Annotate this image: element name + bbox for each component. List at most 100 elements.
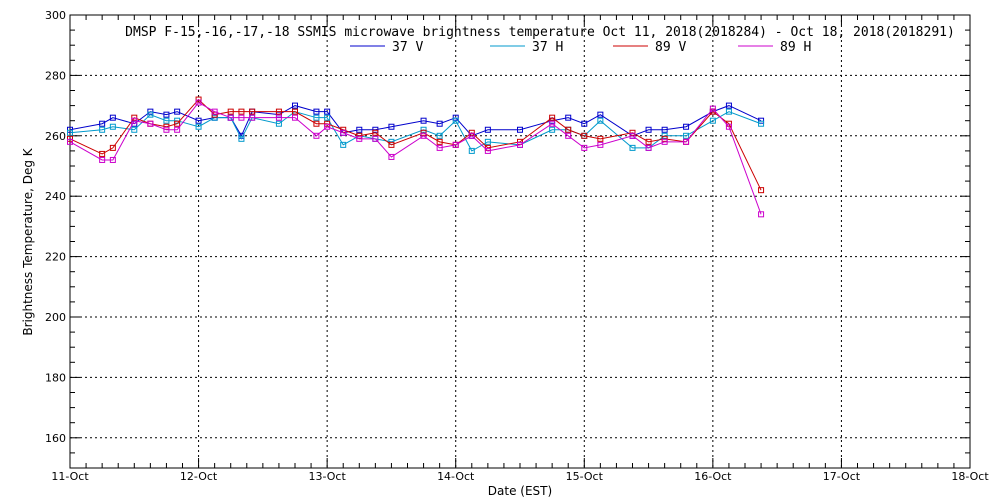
x-tick-label: 18-Oct <box>951 470 989 483</box>
data-point <box>597 135 604 142</box>
x-tick-label: 17-Oct <box>823 470 861 483</box>
data-point <box>388 141 395 148</box>
y-axis-label: Brightness Temperature, Deg K <box>21 147 35 335</box>
data-point <box>275 114 282 121</box>
data-point <box>597 117 604 124</box>
data-point <box>484 147 491 154</box>
data-point <box>195 117 202 124</box>
x-tick-label: 12-Oct <box>180 470 218 483</box>
y-tick-label: 280 <box>45 69 66 82</box>
data-point <box>565 114 572 121</box>
data-point <box>292 108 298 115</box>
data-point <box>249 108 256 115</box>
data-point <box>67 126 73 133</box>
data-point <box>313 114 320 121</box>
data-point <box>340 129 347 136</box>
y-tick-label: 220 <box>45 251 66 264</box>
data-point <box>313 108 320 115</box>
data-point <box>758 211 765 218</box>
data-point <box>565 126 572 133</box>
data-point <box>99 156 106 163</box>
series-89-v <box>67 96 765 194</box>
data-point <box>372 129 379 136</box>
data-point <box>174 108 181 115</box>
data-point <box>549 126 556 133</box>
x-tick-label: 13-Oct <box>308 470 346 483</box>
data-point <box>356 135 363 142</box>
x-tick-label: 15-Oct <box>566 470 604 483</box>
data-point <box>238 114 245 121</box>
series-line <box>69 98 762 191</box>
data-point <box>549 120 556 127</box>
data-point <box>645 126 652 133</box>
data-point <box>517 141 523 148</box>
data-point <box>131 114 138 121</box>
data-point <box>340 141 347 148</box>
data-point <box>725 123 732 130</box>
data-point <box>313 120 320 127</box>
x-tick-label: 11-Oct <box>51 470 89 483</box>
data-point <box>581 120 588 127</box>
data-point <box>661 138 668 145</box>
y-tick-label: 180 <box>45 371 66 384</box>
data-point <box>147 111 154 118</box>
data-point <box>109 156 116 163</box>
data-point <box>313 132 320 139</box>
data-point <box>238 108 245 115</box>
data-point <box>324 114 331 121</box>
data-point <box>238 135 245 142</box>
x-axis-label: Date (EST) <box>488 484 552 498</box>
data-point <box>174 126 181 133</box>
data-point <box>452 117 459 124</box>
data-point <box>758 120 765 127</box>
series-37-h <box>67 108 765 154</box>
axes-frame <box>69 14 971 469</box>
data-point <box>420 117 427 124</box>
data-point <box>436 138 443 145</box>
y-tick-label: 260 <box>45 130 66 143</box>
data-point <box>109 114 116 121</box>
y-tick-label: 300 <box>45 9 66 22</box>
data-point <box>468 147 475 154</box>
axis-ticks: 11-Oct 12-Oct 13-Oct 14-Oct 15-Oct 16-Oct 17-O… <box>45 9 989 483</box>
data-point <box>372 126 379 133</box>
data-point <box>597 111 604 118</box>
series-89-h <box>67 99 765 218</box>
data-point <box>683 123 690 130</box>
data-point <box>629 144 636 151</box>
data-point <box>227 114 234 121</box>
data-point <box>549 114 556 121</box>
data-point <box>163 111 170 118</box>
data-point <box>388 153 395 160</box>
y-tick-label: 160 <box>45 432 66 445</box>
data-point <box>275 120 282 127</box>
data-point <box>67 135 73 142</box>
data-point <box>372 135 379 142</box>
data-point <box>275 108 282 115</box>
data-point <box>292 102 298 109</box>
data-point <box>275 111 282 118</box>
data-point <box>484 138 491 145</box>
data-point <box>709 105 716 112</box>
data-point <box>195 123 202 130</box>
data-point <box>683 132 690 139</box>
chart-title: DMSP F-15,-16,-17,-18 SSMIS microwave br… <box>125 25 955 40</box>
data-point <box>645 144 652 151</box>
data-point <box>211 114 218 121</box>
data-point <box>597 141 604 148</box>
data-point <box>249 114 256 121</box>
data-point <box>725 102 732 109</box>
x-tick-label: 16-Oct <box>694 470 732 483</box>
series-group <box>67 96 765 218</box>
data-point <box>452 141 459 148</box>
data-point <box>67 129 73 136</box>
data-point <box>661 126 668 133</box>
data-point <box>67 138 73 145</box>
data-point <box>163 117 170 124</box>
data-point <box>629 129 636 136</box>
data-point <box>388 123 395 130</box>
data-point <box>356 126 363 133</box>
data-point <box>758 187 765 194</box>
x-tick-label: 14-Oct <box>437 470 475 483</box>
